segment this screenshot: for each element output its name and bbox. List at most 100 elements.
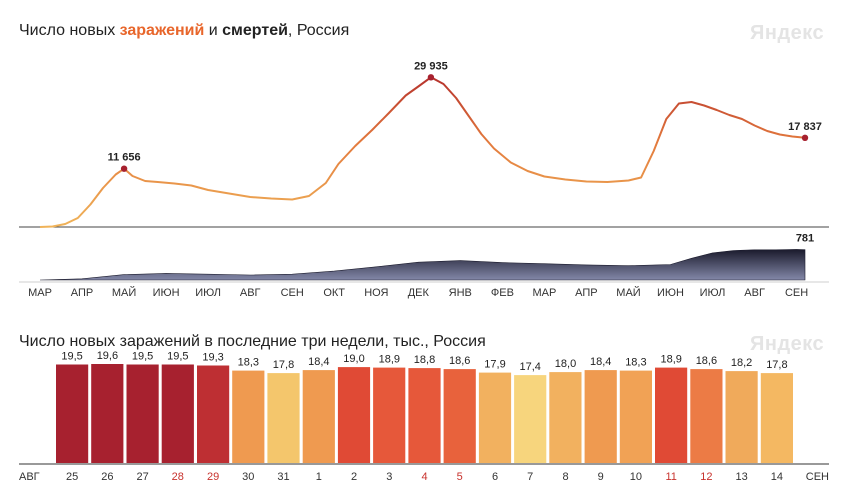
month-label: СЕН (785, 287, 808, 299)
month-label: АПР (71, 287, 93, 299)
bar-category-label: 31 (277, 471, 289, 483)
month-label: АВГ (744, 287, 765, 299)
yandex-logo-bottom: Яндекс (750, 333, 825, 355)
bar (443, 369, 476, 463)
bars-month-start: АВГ (19, 471, 40, 483)
bar (161, 364, 194, 463)
bar (655, 367, 688, 463)
bar (549, 372, 582, 463)
bar-value-label: 18,9 (379, 354, 400, 366)
bar (91, 364, 124, 463)
chart1-title: Число новых заражений и смертей, Россия (19, 22, 349, 40)
chart1-title-deaths: смертей (222, 22, 288, 39)
bar-value-label: 17,4 (519, 361, 540, 373)
deaths-series-area (39, 249, 806, 281)
month-label: ФЕВ (491, 287, 514, 299)
bar-category-label: 9 (598, 471, 604, 483)
bar (337, 367, 371, 463)
bar-value-label: 19,6 (97, 350, 118, 362)
bar (725, 371, 758, 463)
month-label: МАР (28, 287, 52, 299)
chart1-title-cases: заражений (119, 22, 205, 39)
chart1-title-prefix: Число новых (19, 22, 120, 39)
bar-category-label: 25 (66, 471, 78, 483)
cases-deaths-chart: 11 656 29 935 17 837 781 МАР АПР МАЙ ИЮН ИЮЛ АВГ… (19, 60, 829, 299)
bar-category-label: 11 (665, 471, 676, 483)
bar (478, 372, 512, 463)
bar (232, 370, 265, 463)
bar-category-label: 2 (351, 471, 357, 483)
month-label: СЕН (281, 287, 304, 299)
bar-category-label: 4 (421, 471, 427, 483)
bar-category-label: 7 (527, 471, 533, 483)
bar (619, 370, 652, 463)
bar-value-label: 18,0 (555, 358, 576, 370)
month-label: АВГ (240, 287, 261, 299)
bar-value-label: 18,4 (590, 356, 611, 368)
bar-category-label: 28 (172, 471, 184, 483)
bar-value-label: 19,3 (202, 352, 223, 364)
month-label: ИЮЛ (195, 287, 221, 299)
bar-value-label: 17,8 (766, 359, 787, 371)
bar-value-label: 18,6 (696, 355, 717, 367)
peak-label-1: 11 656 (108, 152, 141, 164)
bar-category-label: 30 (242, 471, 254, 483)
month-label: АПР (575, 287, 597, 299)
month-label: ИЮЛ (700, 287, 726, 299)
bars-month-end: СЕН (806, 471, 829, 483)
month-label: МАР (532, 287, 556, 299)
bar (197, 365, 230, 463)
bar-category-label: 13 (735, 471, 747, 483)
month-label: ИЮН (153, 287, 180, 299)
bar-value-label: 18,8 (414, 354, 435, 366)
bar (760, 373, 793, 463)
bar-category-label: 10 (630, 471, 642, 483)
bar (126, 364, 159, 463)
bar-category-label: 1 (316, 471, 322, 483)
bar-value-label: 19,5 (61, 351, 82, 363)
chart2-title: Число новых заражений в последние три не… (19, 333, 486, 350)
peak-label-3: 17 837 (788, 121, 822, 133)
month-label: ДЕК (408, 287, 430, 299)
bar-value-label: 17,9 (484, 359, 505, 371)
peak-marker-2 (427, 74, 435, 81)
month-label: НОЯ (364, 287, 388, 299)
bar-category-label: 27 (136, 471, 148, 483)
month-label: МАЙ (616, 286, 640, 299)
bar-value-label: 17,8 (273, 359, 294, 371)
month-label: ОКТ (323, 287, 345, 299)
month-label: ЯНВ (449, 287, 472, 299)
bar-value-label: 19,0 (343, 353, 364, 365)
bar-category-label: 8 (562, 471, 568, 483)
peak-marker-3 (801, 134, 809, 141)
bar-value-label: 19,5 (132, 351, 153, 363)
bar-category-label: 12 (700, 471, 712, 483)
bar (584, 370, 617, 463)
bar-value-label: 18,9 (660, 354, 681, 366)
bar-value-label: 18,6 (449, 355, 470, 367)
bar-category-label: 29 (207, 471, 219, 483)
yandex-logo-top: Яндекс (750, 22, 825, 44)
peak-label-2: 29 935 (414, 60, 448, 72)
peak-marker-1 (120, 165, 128, 172)
bar-value-label: 18,3 (238, 357, 259, 369)
chart1-title-mid: и (204, 22, 223, 39)
bar-category-label: 5 (457, 471, 463, 483)
month-label: ИЮН (657, 287, 684, 299)
bar-value-label: 19,5 (167, 351, 188, 363)
bar (302, 370, 335, 463)
month-label: МАЙ (112, 286, 136, 299)
bar (56, 364, 89, 463)
chart1-title-suffix: , Россия (287, 22, 350, 39)
bar-value-label: 18,4 (308, 356, 329, 368)
bar (690, 369, 723, 463)
bar-value-label: 18,3 (625, 357, 646, 369)
bar-category-label: 6 (492, 471, 498, 483)
bar-category-label: 26 (101, 471, 113, 483)
bar-value-label: 18,2 (731, 357, 752, 369)
bar (408, 368, 441, 463)
deaths-last-label: 781 (796, 233, 814, 245)
bar-category-label: 3 (386, 471, 392, 483)
